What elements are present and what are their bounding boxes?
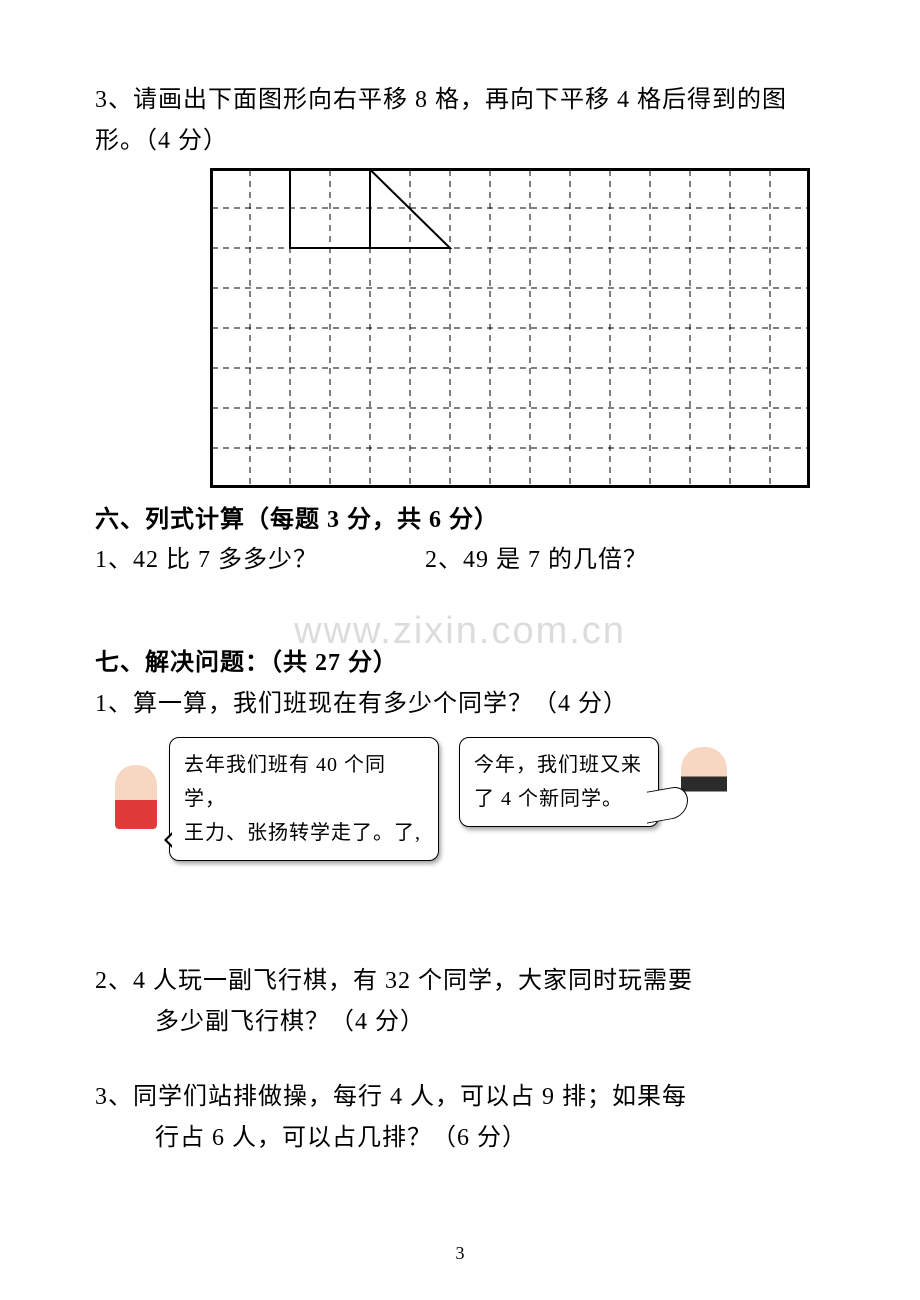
bubble2-line1: 今年，我们班又来	[474, 748, 644, 782]
section7-header: 七、解决问题：（共 27 分）	[95, 643, 825, 684]
grid-svg	[210, 168, 810, 488]
section6-row: 1、42 比 7 多多少？ 2、49 是 7 的几倍？	[95, 540, 825, 581]
bubble2-line2: 了 4 个新同学。	[474, 782, 644, 816]
s7-q3-l2: 行占 6 人，可以占几排？（6 分）	[95, 1118, 825, 1159]
translation-grid	[210, 168, 825, 488]
speech-row: 去年我们班有 40 个同学， 王力、张扬转学走了。了, 今年，我们班又来 了 4…	[115, 737, 825, 861]
s7-q1-text: 1、算一算，我们班现在有多少个同学？（4 分）	[95, 684, 825, 725]
s6-q1: 1、42 比 7 多多少？	[95, 540, 425, 581]
bubble1-line1: 去年我们班有 40 个同学，	[184, 748, 424, 816]
section6-header: 六、列式计算（每题 3 分，共 6 分）	[95, 500, 825, 541]
s7-q2-l2: 多少副飞行棋？（4 分）	[95, 1002, 825, 1043]
s7-q3-l1: 3、同学们站排做操，每行 4 人，可以占 9 排；如果每	[95, 1077, 825, 1118]
q3-line1: 3、请画出下面图形向右平移 8 格，再向下平移 4 格后得到的图	[95, 80, 825, 121]
speech-bubble-2: 今年，我们班又来 了 4 个新同学。	[459, 737, 659, 827]
q3-line2: 形。（4 分）	[95, 121, 825, 162]
page-number: 3	[456, 1243, 465, 1264]
student2-avatar	[681, 747, 727, 821]
speech-bubble-1: 去年我们班有 40 个同学， 王力、张扬转学走了。了,	[169, 737, 439, 861]
student1-avatar	[115, 765, 157, 829]
bubble1-line2: 王力、张扬转学走了。了,	[184, 816, 424, 850]
s6-q2: 2、49 是 7 的几倍？	[425, 540, 825, 581]
s7-q2-l1: 2、4 人玩一副飞行棋，有 32 个同学，大家同时玩需要	[95, 961, 825, 1002]
